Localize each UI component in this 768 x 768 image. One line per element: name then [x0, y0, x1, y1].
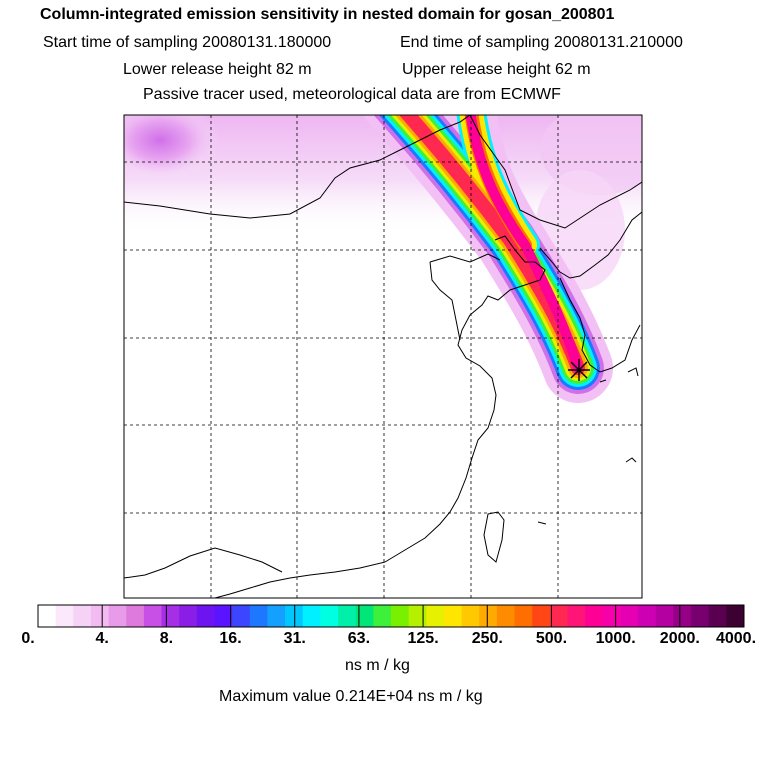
map-field: [124, 115, 642, 598]
colorbar-cell: [673, 605, 692, 627]
colorbar-tick-label: 1000.: [595, 630, 636, 647]
colorbar-cell: [126, 605, 145, 627]
colorbar-cell: [691, 605, 710, 627]
colorbar-cell: [249, 605, 268, 627]
colorbar-cell: [585, 605, 604, 627]
colorbar-cell: [267, 605, 286, 627]
colorbar-cell: [726, 605, 745, 627]
colorbar-cell: [496, 605, 516, 627]
colorbar-tick-label: 4000.: [715, 630, 757, 647]
colorbar-cell: [514, 605, 533, 627]
colorbar-tick-label: 2000.: [659, 630, 700, 647]
end-time-label: End time of sampling 20080131.210000: [400, 34, 683, 51]
colorbar-cell: [638, 605, 657, 627]
colorbar-cells: [37, 605, 745, 627]
upper-release-height: Upper release height 62 m: [402, 61, 591, 78]
emission-plume: [363, 115, 613, 403]
colorbar-cell: [179, 605, 198, 627]
colorbar-cell: [73, 605, 92, 627]
colorbar-cell: [320, 605, 339, 627]
colorbar-cell: [655, 605, 674, 627]
colorbar-tick-label: 16.: [219, 630, 242, 647]
colorbar-cell: [391, 605, 410, 627]
tracer-note: Passive tracer used, meteorological data…: [143, 86, 561, 103]
colorbar-cell: [196, 605, 215, 627]
sensitivity-map: [123, 114, 643, 599]
colorbar-cell: [479, 605, 498, 627]
colorbar-cell: [38, 605, 57, 627]
colorbar-cell: [285, 605, 304, 627]
colorbar-cell: [408, 605, 427, 627]
colorbar-tick-label: 0.: [21, 630, 35, 647]
colorbar-cell: [55, 605, 74, 627]
maximum-value-label: Maximum value 0.214E+04 ns m / kg: [219, 688, 483, 705]
receptor-star-marker: [568, 359, 590, 381]
colorbar-cell: [708, 605, 727, 627]
colorbar-cell: [90, 605, 110, 627]
colorbar-frame: [37, 604, 745, 628]
colorbar-cell: [620, 605, 639, 627]
colorbar-tick-label: 4.: [95, 630, 109, 647]
colorbar-cell: [214, 605, 233, 627]
map-frame: [123, 114, 643, 599]
colorbar-cell: [355, 605, 374, 627]
colorbar-cell: [143, 605, 163, 627]
colorbar-cell: [461, 605, 480, 627]
colorbar-tick-label: 8.: [159, 630, 174, 647]
lower-release-height: Lower release height 82 m: [123, 61, 312, 78]
coastlines: [124, 115, 642, 598]
colorbar-tick-label: 500.: [535, 630, 568, 647]
colorbar-tick-label: 125.: [407, 630, 439, 647]
colorbar-tick-label: 63.: [347, 630, 371, 647]
colorbar-cell: [232, 605, 251, 627]
sensitivity-patch: [124, 115, 220, 180]
colorbar-cell: [373, 605, 392, 627]
colorbar-cell: [338, 605, 357, 627]
colorbar-units: ns m / kg: [345, 657, 410, 674]
colorbar-cell: [532, 605, 551, 627]
colorbar-cell: [567, 605, 586, 627]
colorbar-cell: [602, 605, 621, 627]
start-time-label: Start time of sampling 20080131.180000: [43, 34, 332, 51]
colorbar-cell: [426, 605, 445, 627]
graticule: [124, 115, 642, 598]
colorbar-cell: [161, 605, 180, 627]
colorbar-cell: [108, 605, 127, 627]
colorbar-cell: [302, 605, 321, 627]
colorbar-cell: [443, 605, 463, 627]
colorbar-cell: [549, 605, 568, 627]
figure-title: Column-integrated emission sensitivity i…: [40, 6, 615, 23]
colorbar-tick-label: 31.: [283, 630, 306, 647]
colorbar-tick-label: 250.: [471, 630, 503, 647]
colorbar: [37, 604, 745, 628]
